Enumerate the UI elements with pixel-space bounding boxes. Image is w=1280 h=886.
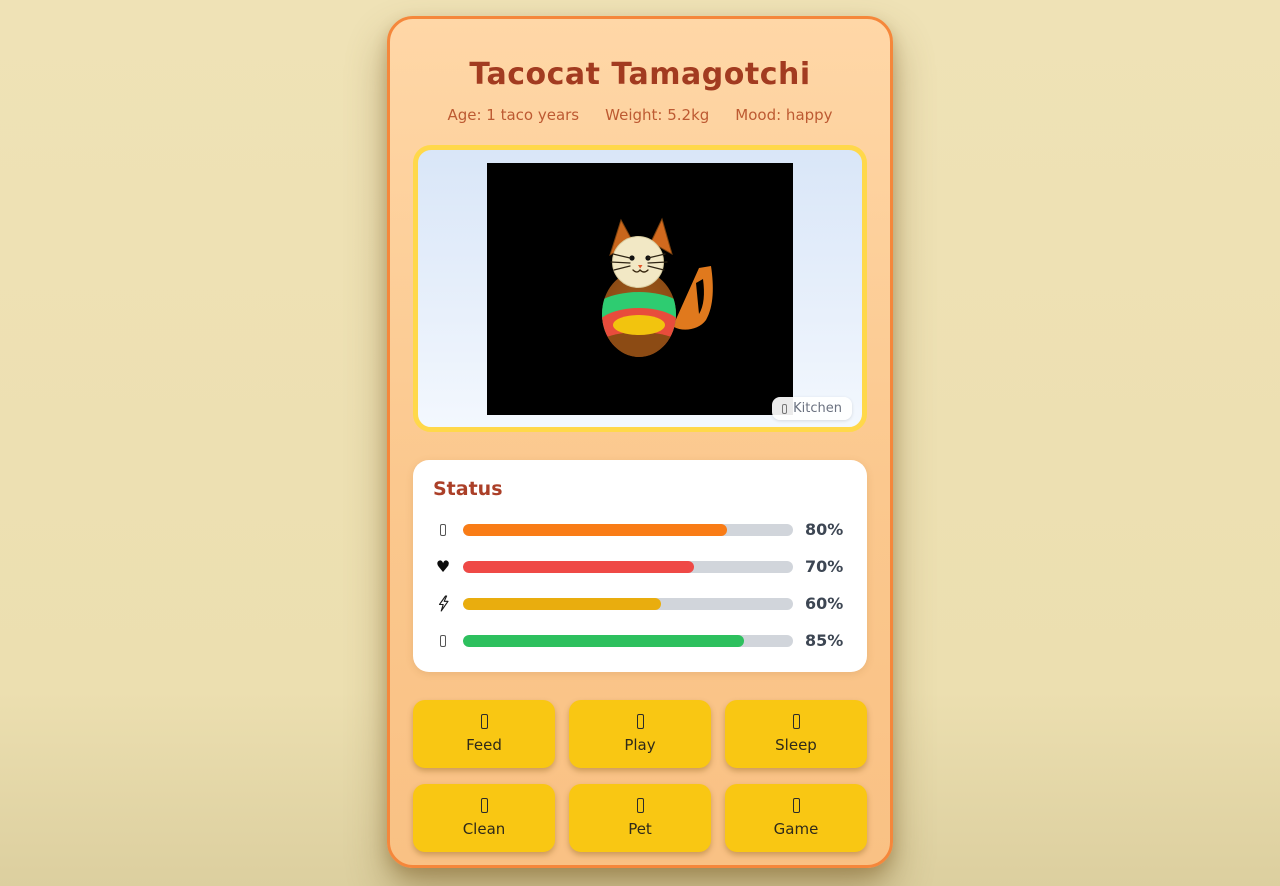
game-emoji-icon (792, 798, 800, 813)
cat-eye-left (629, 254, 635, 261)
taco-missing-glyph-icon (433, 523, 453, 536)
sparkle-missing-glyph-icon (433, 634, 453, 647)
progress-fill (463, 597, 661, 610)
clean-button[interactable]: Clean (413, 784, 555, 852)
sleep-button[interactable]: Sleep (725, 700, 867, 768)
cat-tail (673, 265, 713, 330)
location-emoji-icon (782, 403, 788, 414)
progress-fill (463, 634, 744, 647)
progress-track (463, 634, 793, 647)
progress-fill (463, 560, 694, 573)
pet-button-label: Pet (628, 820, 652, 838)
taco-yellow-filling (613, 314, 665, 335)
progress-fill (463, 523, 727, 536)
feed-button-label: Feed (466, 736, 502, 754)
status-panel: Status 80% ♥ 70% 60% 85% (413, 460, 867, 672)
page-title: Tacocat Tamagotchi (469, 57, 811, 92)
tamagotchi-card: Tacocat Tamagotchi Age: 1 taco years Wei… (387, 16, 893, 868)
taco-shell-bottom (602, 331, 676, 357)
progress-value: 70% (805, 557, 844, 576)
status-bar-row-happiness: ♥ 70% (433, 557, 847, 576)
status-heading: Status (433, 478, 503, 500)
sleep-emoji-icon (792, 714, 800, 729)
cat-mouth (632, 268, 649, 273)
location-badge: Kitchen (772, 397, 852, 420)
heart-icon: ♥ (435, 556, 451, 576)
play-button[interactable]: Play (569, 700, 711, 768)
game-button[interactable]: Game (725, 784, 867, 852)
status-bar-row-cleanliness: 85% (433, 631, 847, 650)
progress-value: 80% (805, 520, 844, 539)
sleep-button-label: Sleep (775, 736, 817, 754)
location-label: Kitchen (793, 401, 842, 416)
status-bar-row-hunger: 80% (433, 520, 847, 539)
lightning-bolt-icon (433, 595, 453, 612)
mood-stat: Mood: happy (735, 106, 833, 124)
pet-emoji-icon (636, 798, 644, 813)
feed-button[interactable]: Feed (413, 700, 555, 768)
cat-ear-right (650, 217, 673, 255)
status-bar-row-energy: 60% (433, 594, 847, 613)
progress-value: 60% (805, 594, 844, 613)
weight-stat: Weight: 5.2kg (605, 106, 710, 124)
pet-canvas (487, 162, 793, 415)
clean-emoji-icon (480, 798, 488, 813)
pet-screen: Kitchen (413, 145, 867, 432)
cat-whiskers (610, 252, 668, 271)
play-emoji-icon (636, 714, 644, 729)
progress-value: 85% (805, 631, 844, 650)
game-button-label: Game (773, 820, 819, 838)
tacocat-sprite (602, 217, 713, 357)
play-button-label: Play (624, 736, 656, 754)
pet-stats-line: Age: 1 taco years Weight: 5.2kg Mood: ha… (413, 106, 867, 124)
cat-nose (638, 264, 643, 268)
progress-track (463, 560, 793, 573)
progress-track (463, 597, 793, 610)
action-buttons-grid: Feed Play Sleep Clean Pet Game (413, 700, 867, 852)
progress-track (463, 523, 793, 536)
pet-button[interactable]: Pet (569, 784, 711, 852)
feed-emoji-icon (480, 714, 488, 729)
clean-button-label: Clean (462, 820, 506, 838)
age-stat: Age: 1 taco years (447, 106, 580, 124)
